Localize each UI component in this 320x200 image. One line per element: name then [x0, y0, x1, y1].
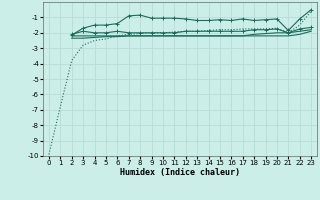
- X-axis label: Humidex (Indice chaleur): Humidex (Indice chaleur): [120, 168, 240, 177]
